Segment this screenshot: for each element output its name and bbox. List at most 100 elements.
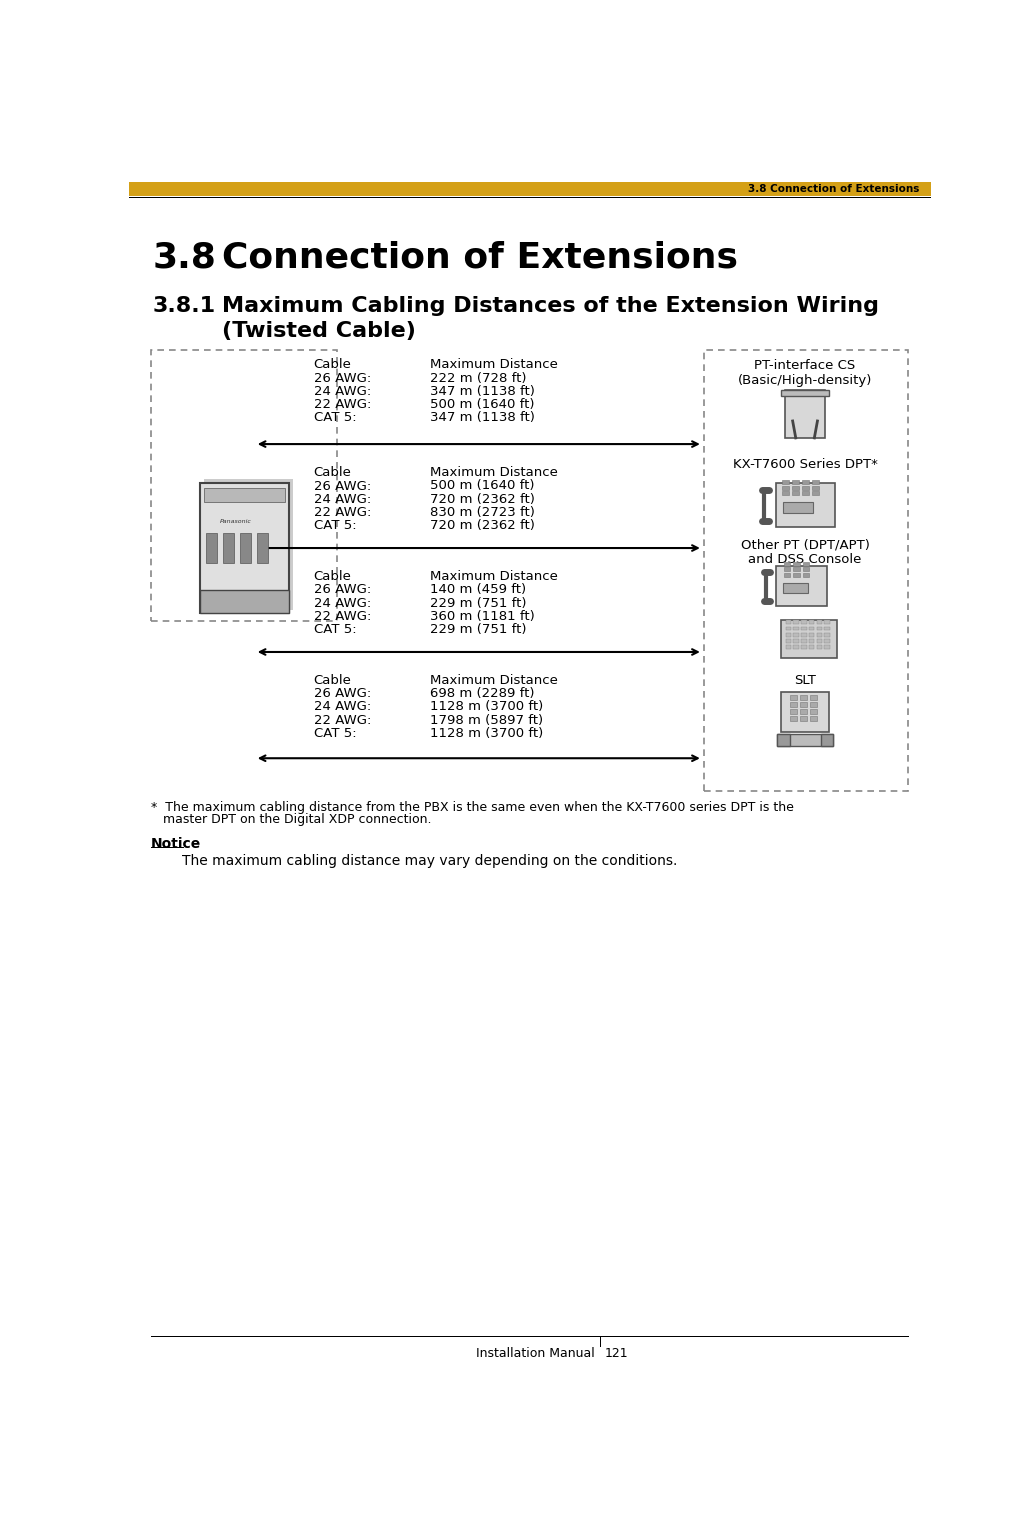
- Bar: [802, 486, 809, 489]
- Bar: [809, 620, 815, 624]
- Text: Connection of Extensions: Connection of Extensions: [222, 240, 738, 273]
- Bar: [793, 562, 799, 565]
- Text: Panasonic: Panasonic: [220, 518, 252, 524]
- Text: 22 AWG:: 22 AWG:: [313, 398, 371, 410]
- Bar: [817, 646, 822, 649]
- Bar: [817, 639, 822, 643]
- Bar: [809, 639, 815, 643]
- Bar: [704, 351, 908, 790]
- Bar: [810, 709, 817, 714]
- Bar: [799, 715, 807, 720]
- Text: SLT: SLT: [794, 673, 816, 687]
- Text: Maximum Distance: Maximum Distance: [430, 466, 557, 478]
- Bar: [151, 351, 337, 621]
- Text: 3.8: 3.8: [152, 240, 216, 273]
- Bar: [801, 620, 807, 624]
- Text: Other PT (DPT/APT)
and DSS Console: Other PT (DPT/APT) and DSS Console: [740, 538, 870, 567]
- Bar: [785, 390, 825, 437]
- Bar: [824, 633, 830, 636]
- Text: Cable: Cable: [313, 673, 352, 687]
- Bar: [784, 573, 790, 577]
- Text: 121: 121: [605, 1347, 629, 1361]
- Bar: [204, 478, 293, 609]
- Bar: [206, 533, 217, 564]
- Text: Cable: Cable: [313, 466, 352, 478]
- Text: 500 m (1640 ft): 500 m (1640 ft): [430, 480, 535, 492]
- Bar: [809, 633, 815, 636]
- Text: 22 AWG:: 22 AWG:: [313, 506, 371, 518]
- Bar: [799, 709, 807, 714]
- Bar: [824, 646, 830, 649]
- Text: 3.8.1: 3.8.1: [152, 296, 216, 316]
- Bar: [801, 646, 807, 649]
- Text: CAT 5:: CAT 5:: [313, 519, 357, 532]
- Bar: [802, 567, 809, 571]
- Bar: [790, 715, 796, 720]
- Text: 720 m (2362 ft): 720 m (2362 ft): [430, 492, 535, 506]
- Text: 229 m (751 ft): 229 m (751 ft): [430, 597, 526, 609]
- Bar: [793, 573, 799, 577]
- Bar: [792, 486, 799, 489]
- Text: CAT 5:: CAT 5:: [313, 726, 357, 740]
- Bar: [821, 734, 833, 746]
- Bar: [790, 696, 796, 700]
- Text: Maximum Distance: Maximum Distance: [430, 570, 557, 583]
- Text: 1128 m (3700 ft): 1128 m (3700 ft): [430, 726, 543, 740]
- Bar: [812, 486, 819, 489]
- Bar: [784, 501, 813, 513]
- Bar: [810, 696, 817, 700]
- Bar: [781, 390, 829, 396]
- Bar: [824, 626, 830, 630]
- Text: CAT 5:: CAT 5:: [313, 412, 357, 424]
- Bar: [792, 491, 799, 495]
- Text: 24 AWG:: 24 AWG:: [313, 597, 371, 609]
- Text: 26 AWG:: 26 AWG:: [313, 480, 371, 492]
- Text: Maximum Distance: Maximum Distance: [430, 673, 557, 687]
- Bar: [793, 633, 799, 636]
- Text: 26 AWG:: 26 AWG:: [313, 688, 371, 700]
- Bar: [786, 639, 791, 643]
- Bar: [782, 486, 789, 489]
- Bar: [793, 620, 799, 624]
- Bar: [817, 633, 822, 636]
- Bar: [129, 197, 931, 199]
- Text: Cable: Cable: [313, 570, 352, 583]
- Text: master DPT on the Digital XDP connection.: master DPT on the Digital XDP connection…: [151, 813, 431, 826]
- Bar: [824, 639, 830, 643]
- Bar: [792, 480, 799, 485]
- Bar: [812, 491, 819, 495]
- Bar: [257, 533, 268, 564]
- Bar: [793, 567, 799, 571]
- Bar: [802, 573, 809, 577]
- Bar: [809, 626, 815, 630]
- Text: 347 m (1138 ft): 347 m (1138 ft): [430, 412, 535, 424]
- Bar: [801, 639, 807, 643]
- Text: The maximum cabling distance may vary depending on the conditions.: The maximum cabling distance may vary de…: [182, 854, 677, 867]
- Text: 24 AWG:: 24 AWG:: [313, 384, 371, 398]
- Text: KX-T7600 Series DPT*: KX-T7600 Series DPT*: [733, 457, 878, 471]
- Text: CAT 5:: CAT 5:: [313, 623, 357, 636]
- Text: 720 m (2362 ft): 720 m (2362 ft): [430, 519, 535, 532]
- Text: 229 m (751 ft): 229 m (751 ft): [430, 623, 526, 636]
- Text: 24 AWG:: 24 AWG:: [313, 700, 371, 714]
- Bar: [810, 702, 817, 706]
- Text: Cable: Cable: [313, 358, 352, 371]
- Bar: [783, 583, 809, 594]
- Bar: [240, 533, 251, 564]
- Text: 26 AWG:: 26 AWG:: [313, 583, 371, 597]
- Bar: [790, 702, 796, 706]
- Text: Installation Manual: Installation Manual: [476, 1347, 595, 1361]
- Text: PT-interface CS
(Basic/High-density): PT-interface CS (Basic/High-density): [738, 360, 873, 387]
- Bar: [129, 182, 931, 196]
- Text: 26 AWG:: 26 AWG:: [313, 372, 371, 384]
- Text: 3.8 Connection of Extensions: 3.8 Connection of Extensions: [749, 184, 920, 194]
- Bar: [223, 533, 234, 564]
- Text: Notice: Notice: [151, 837, 202, 851]
- Text: 24 AWG:: 24 AWG:: [313, 492, 371, 506]
- Bar: [801, 626, 807, 630]
- Bar: [778, 734, 790, 746]
- Bar: [793, 646, 799, 649]
- Text: 1798 m (5897 ft): 1798 m (5897 ft): [430, 714, 543, 726]
- Bar: [200, 483, 288, 614]
- Bar: [809, 646, 815, 649]
